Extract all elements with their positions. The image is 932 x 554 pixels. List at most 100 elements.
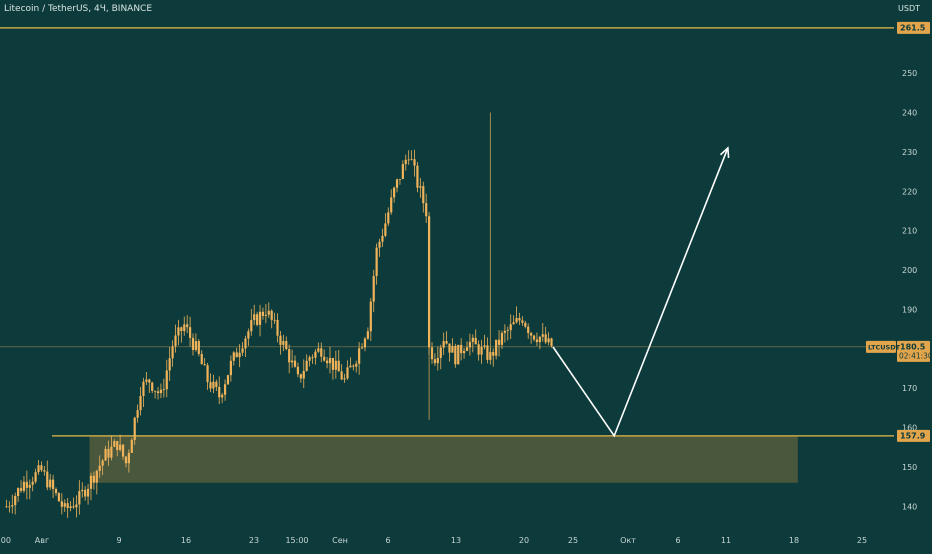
candle xyxy=(532,334,536,342)
candle xyxy=(314,349,317,365)
candle xyxy=(253,304,256,325)
candle xyxy=(186,315,189,334)
x-tick-label: 20 xyxy=(519,536,529,545)
candle xyxy=(177,319,180,346)
candle-body xyxy=(296,366,300,375)
candle-body xyxy=(445,341,448,344)
candle-body xyxy=(168,358,171,371)
candle-body xyxy=(133,417,136,440)
x-tick-label: Сен xyxy=(332,536,348,545)
candle-body xyxy=(84,489,87,497)
candle-body xyxy=(325,360,329,364)
x-tick-label: 11 xyxy=(721,536,731,545)
candle-body xyxy=(159,389,163,394)
candle xyxy=(63,499,66,512)
candle xyxy=(69,501,72,512)
symbol-title: Litecoin / TetherUS, 4Ч, BINANCE xyxy=(4,4,153,14)
candle xyxy=(413,149,416,177)
candle xyxy=(451,338,454,353)
candle xyxy=(180,326,183,343)
candle-body xyxy=(156,391,160,394)
candle xyxy=(465,341,469,352)
candle-body xyxy=(63,503,66,507)
symbol-badge-bg xyxy=(866,340,896,353)
candle xyxy=(148,378,151,393)
candle-body xyxy=(462,350,466,354)
candle xyxy=(11,494,14,514)
candle xyxy=(416,162,419,193)
candle xyxy=(145,371,148,385)
candle-body xyxy=(369,301,372,332)
candle xyxy=(285,336,288,351)
candle xyxy=(328,346,332,374)
candle-body xyxy=(515,318,518,323)
candle-body xyxy=(480,346,483,355)
current-price-tag-text: 180.5 xyxy=(900,342,926,351)
candle-body xyxy=(151,382,154,391)
candle-body xyxy=(544,334,547,343)
candle-body xyxy=(60,501,63,507)
candle-body xyxy=(31,481,34,485)
y-tick-label: 200 xyxy=(902,266,917,275)
x-tick-label: Окт xyxy=(620,536,636,545)
candle-body xyxy=(43,470,46,472)
candle-body xyxy=(460,344,463,354)
candle xyxy=(14,492,17,515)
candle xyxy=(500,330,504,349)
candle-body xyxy=(288,349,291,363)
candle-body xyxy=(229,360,232,376)
candle xyxy=(527,323,530,339)
candle-body xyxy=(419,186,422,188)
candle-body xyxy=(209,382,212,389)
candle xyxy=(95,469,98,495)
candle xyxy=(524,320,527,329)
candle-body xyxy=(247,331,250,339)
candle xyxy=(51,474,55,498)
candle-body xyxy=(37,465,40,473)
candle xyxy=(223,379,227,401)
candle xyxy=(49,474,52,491)
candle xyxy=(492,348,495,367)
candle xyxy=(84,486,87,501)
candle xyxy=(212,374,215,394)
candle-body xyxy=(506,330,509,331)
candle xyxy=(477,340,480,361)
candle-body xyxy=(116,441,119,450)
candle xyxy=(258,304,262,337)
candle-body xyxy=(413,159,416,166)
candle-body xyxy=(226,375,230,385)
candle xyxy=(92,471,95,490)
candle-body xyxy=(442,341,445,348)
candle xyxy=(346,360,349,380)
currency-label: USDT xyxy=(898,4,920,13)
candle xyxy=(267,302,270,319)
support-zone xyxy=(89,435,798,483)
candle-body xyxy=(305,360,308,371)
candle-body xyxy=(285,341,288,350)
candle xyxy=(19,480,23,493)
candle-body xyxy=(256,314,259,325)
candle xyxy=(454,343,457,368)
candle xyxy=(521,316,524,326)
candle-body xyxy=(11,505,14,507)
candle xyxy=(439,344,442,370)
candle xyxy=(89,472,93,501)
candle-body xyxy=(378,241,381,248)
candle xyxy=(436,346,439,371)
candle xyxy=(299,373,302,383)
candle xyxy=(250,308,253,336)
candle xyxy=(247,328,250,346)
y-tick-label: 230 xyxy=(902,148,917,157)
candle xyxy=(215,379,218,392)
candle-body xyxy=(203,364,206,366)
candle xyxy=(547,332,550,346)
candle xyxy=(133,416,136,445)
candle-body xyxy=(89,475,93,489)
candle-body xyxy=(250,320,253,332)
candle xyxy=(506,326,509,341)
x-tick-label: 23 xyxy=(249,536,259,545)
candle-body xyxy=(221,394,224,398)
candle-body xyxy=(457,344,460,365)
